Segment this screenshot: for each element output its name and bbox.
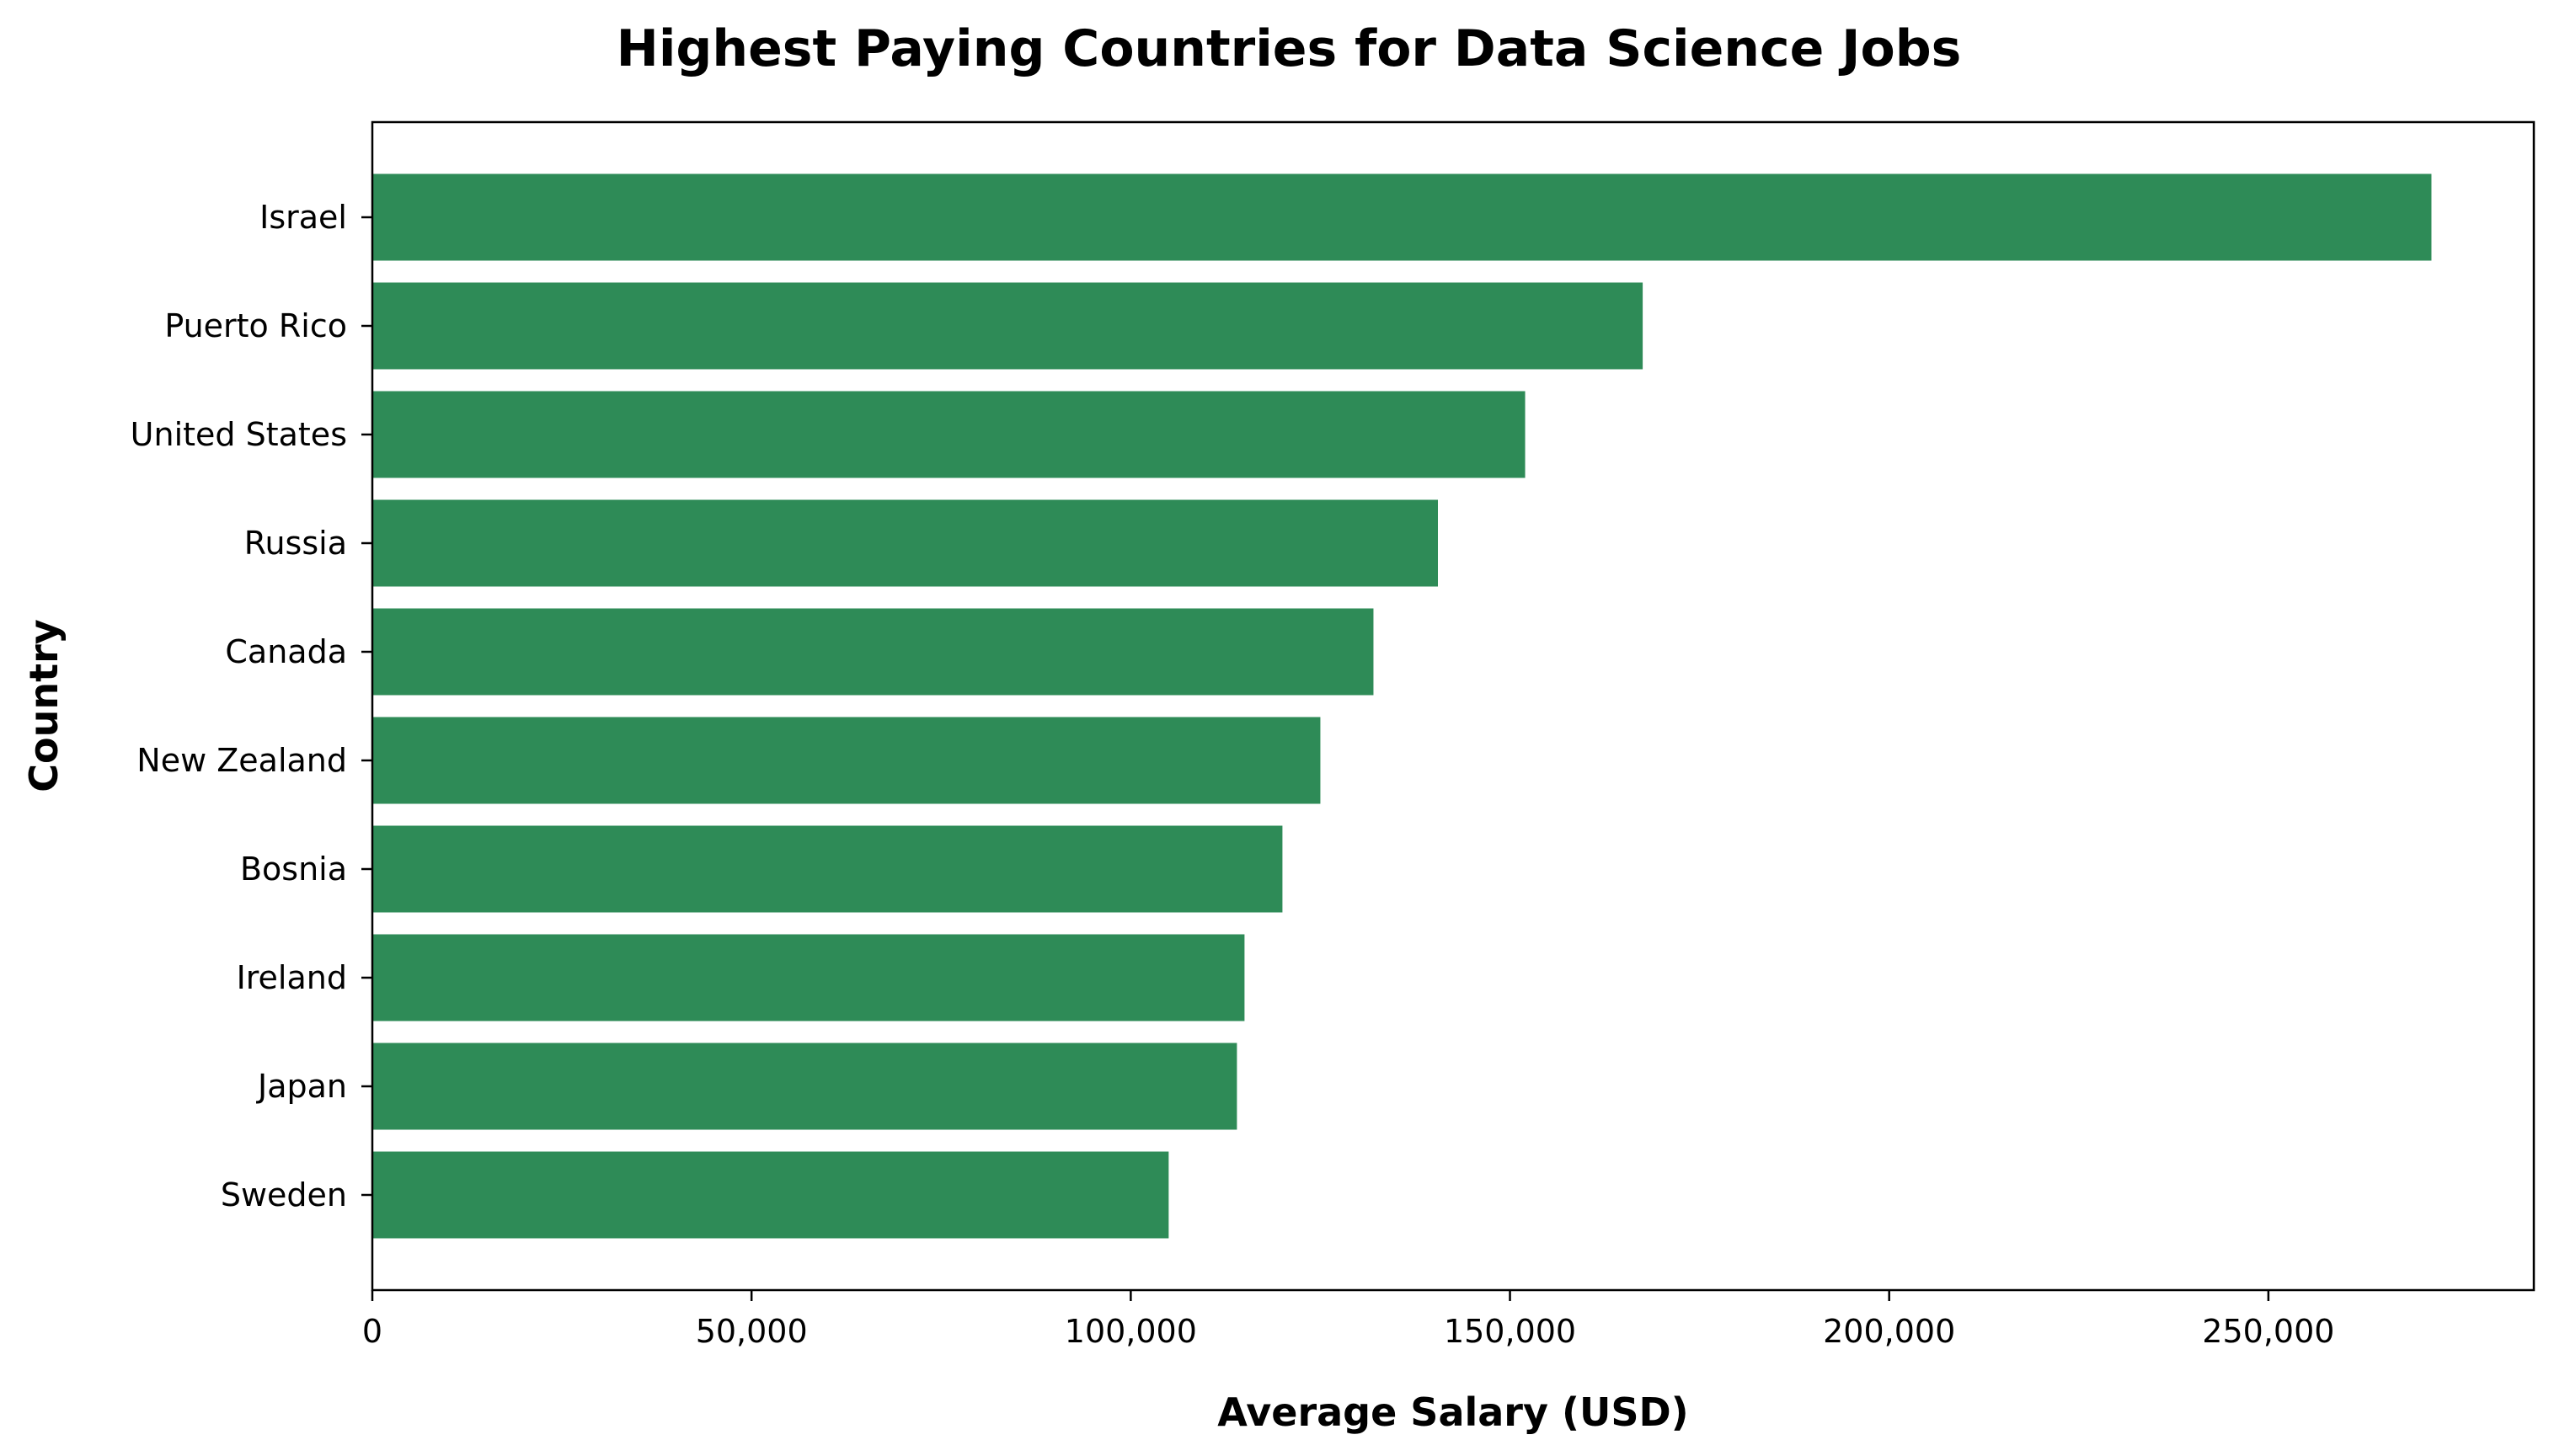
y-tick-label: Sweden <box>221 1176 347 1213</box>
bar-ireland <box>372 934 1245 1021</box>
x-tick-label: 150,000 <box>1444 1313 1576 1350</box>
x-tick-label: 50,000 <box>696 1313 808 1350</box>
x-tick-label: 0 <box>362 1313 382 1350</box>
bar-canada <box>372 608 1374 696</box>
x-tick-label: 100,000 <box>1065 1313 1197 1350</box>
bar-bosnia <box>372 825 1283 913</box>
bar-russia <box>372 499 1438 587</box>
y-tick-label: Japan <box>256 1068 347 1105</box>
bars-layer <box>372 173 2432 1239</box>
bar-israel <box>372 173 2432 261</box>
y-tick-label: Bosnia <box>240 851 347 888</box>
y-tick-label: Israel <box>259 199 347 236</box>
plot-frame <box>371 120 2536 1292</box>
bar-united-states <box>372 391 1526 478</box>
bar-japan <box>372 1043 1237 1130</box>
x-axis-ticks: 0 50,000 100,000 150,000 200,000 250,000 <box>362 1290 2334 1350</box>
y-tick-label: Puerto Rico <box>164 307 347 344</box>
x-tick-label: 250,000 <box>2202 1313 2334 1350</box>
y-axis-label: Country <box>21 619 67 792</box>
bar-new-zealand <box>372 717 1321 804</box>
y-tick-label: New Zealand <box>136 742 347 779</box>
chart-title: Highest Paying Countries for Data Scienc… <box>617 19 1962 78</box>
y-axis-ticks: Israel Puerto Rico United States Russia Cana… <box>131 199 372 1213</box>
bar-sweden <box>372 1151 1169 1239</box>
y-tick-label: Canada <box>225 633 347 670</box>
bar-puerto-rico <box>372 282 1643 370</box>
y-tick-label: Ireland <box>237 959 347 996</box>
x-axis-label: Average Salary (USD) <box>1217 1389 1688 1435</box>
x-tick-label: 200,000 <box>1823 1313 1955 1350</box>
y-tick-label: United States <box>131 416 347 453</box>
y-tick-label: Russia <box>244 525 347 562</box>
